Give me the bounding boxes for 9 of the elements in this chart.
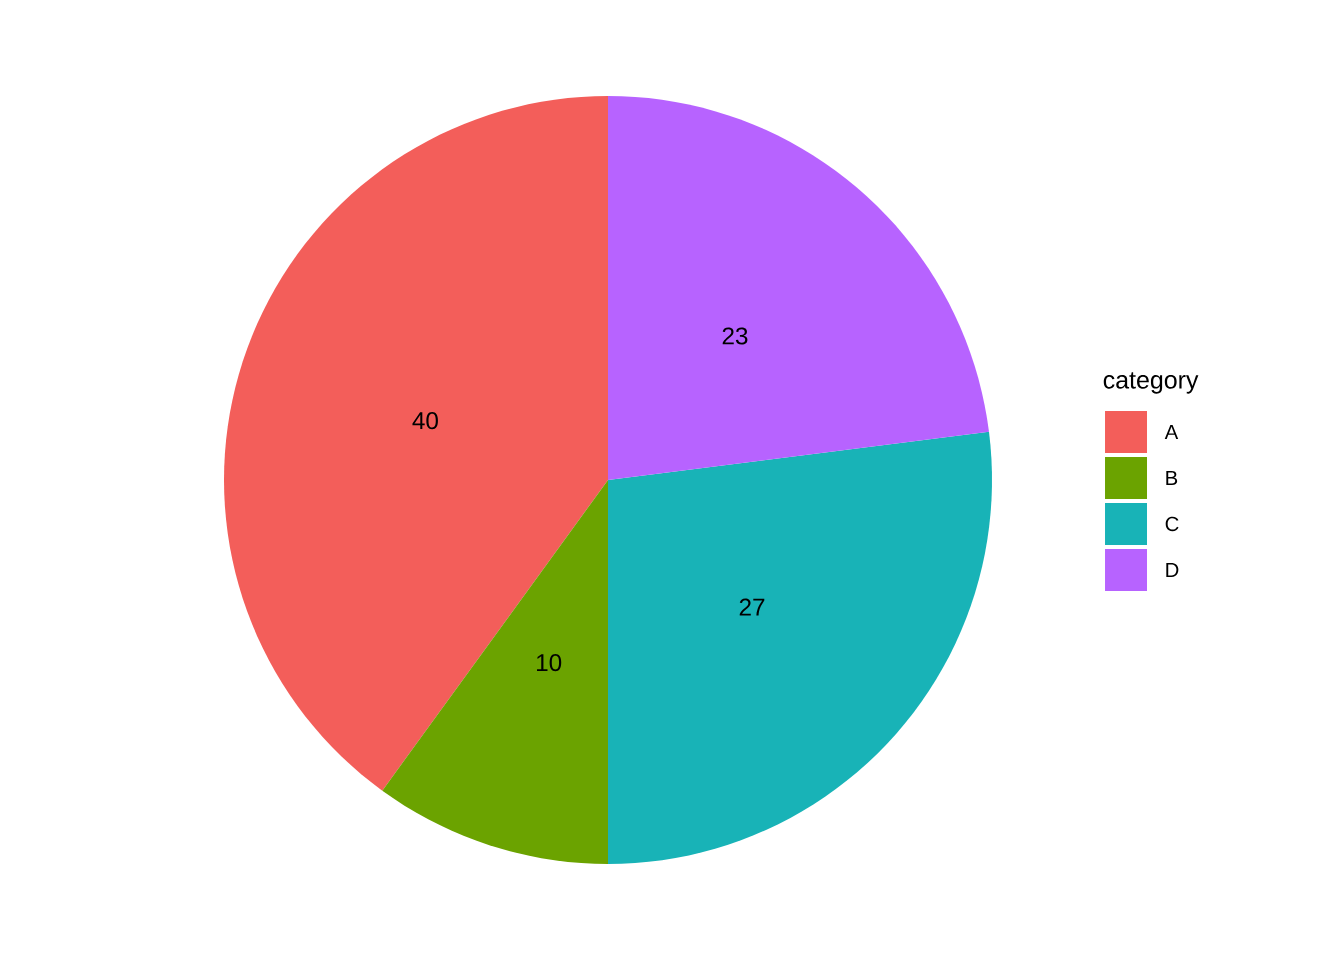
legend-label: C: [1165, 516, 1179, 532]
data-label: 27: [739, 598, 765, 616]
legend-label: B: [1166, 471, 1178, 485]
data-label: 10: [537, 654, 562, 672]
data-label: 40: [412, 412, 438, 430]
legend-label: D: [1166, 563, 1179, 577]
legend-label: A: [1164, 425, 1179, 439]
legend-title: category: [1103, 372, 1199, 394]
data-label: 23: [722, 327, 748, 345]
